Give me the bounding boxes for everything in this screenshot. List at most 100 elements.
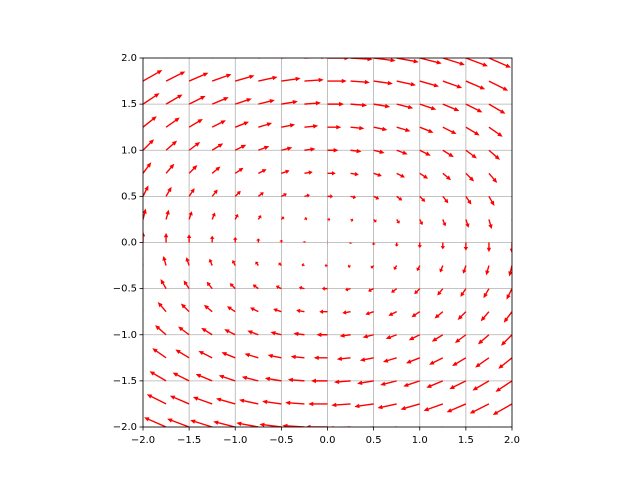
arrow (258, 145, 270, 151)
arrow (169, 395, 190, 405)
arrow (488, 149, 500, 160)
arrow (281, 76, 301, 82)
arrow (239, 398, 259, 405)
arrow (287, 377, 305, 383)
arrow (224, 329, 236, 336)
arrow (188, 118, 203, 128)
arrow (160, 279, 167, 289)
arrow (155, 325, 167, 336)
arrow (195, 373, 213, 382)
arrow (457, 311, 467, 320)
arrow (165, 94, 183, 105)
arrow (235, 74, 255, 82)
arrow (419, 80, 439, 88)
arrow (211, 212, 216, 220)
arrow (327, 101, 344, 107)
y-tick-label: 2.0 (121, 53, 137, 64)
arrow (322, 286, 328, 291)
arrow (281, 169, 290, 174)
arrow (165, 71, 186, 82)
arrow (162, 255, 167, 266)
arrow (406, 357, 421, 364)
arrow (370, 265, 375, 269)
x-tick-label: 1.5 (458, 435, 474, 446)
arrow (157, 302, 167, 313)
arrow (423, 403, 444, 412)
arrow (285, 400, 305, 406)
arrow (293, 331, 305, 337)
arrow (259, 422, 282, 427)
arrow (371, 242, 376, 246)
arrow (198, 350, 213, 359)
arrow (279, 239, 284, 243)
arrow (350, 171, 359, 177)
arrow (419, 172, 428, 179)
arrow (400, 403, 420, 411)
arrow (227, 306, 236, 313)
arrow (362, 334, 374, 339)
arrow (419, 58, 442, 65)
y-tick-label: −1.5 (113, 376, 137, 387)
arrow (357, 380, 374, 385)
arrow (208, 258, 213, 266)
arrow (165, 209, 170, 220)
arrow (442, 80, 463, 89)
arrow (327, 217, 331, 222)
x-tick-label: −0.5 (269, 435, 293, 446)
arrow (350, 148, 362, 154)
arrow (143, 208, 147, 220)
plot-area (143, 58, 512, 427)
arrow (394, 242, 399, 247)
arrow (327, 58, 350, 61)
arrow (165, 186, 172, 197)
arrow (373, 58, 396, 63)
arrow (234, 213, 239, 220)
arrow (273, 308, 282, 313)
arrow (403, 380, 420, 387)
arrow (188, 72, 209, 82)
arrow (143, 139, 154, 151)
arrow (396, 58, 419, 64)
arrow (345, 287, 351, 292)
arrow (465, 58, 488, 67)
arrow (281, 192, 287, 197)
arrow (327, 78, 347, 84)
arrow (331, 402, 351, 408)
arrow (419, 219, 424, 225)
arrow (373, 195, 380, 200)
arrow (488, 126, 503, 137)
arrow (327, 171, 336, 176)
arrow (396, 195, 403, 201)
arrow (275, 285, 282, 290)
arrow (327, 194, 333, 199)
arrow (440, 242, 446, 250)
arrow (258, 75, 278, 82)
y-tick-label: 0.0 (121, 238, 137, 249)
arrow (477, 334, 490, 345)
arrow (472, 380, 490, 391)
arrow (506, 288, 512, 300)
arrow (498, 357, 512, 369)
arrow (298, 285, 305, 291)
arrow (442, 58, 465, 66)
arrow (465, 219, 470, 228)
arrow (488, 172, 498, 183)
arrow (203, 304, 213, 313)
y-tick-label: 1.0 (121, 145, 137, 156)
arrow (475, 357, 490, 368)
arrow (488, 58, 511, 68)
arrow (488, 219, 493, 230)
arrow (262, 399, 282, 405)
arrow (175, 349, 190, 359)
arrow (393, 265, 398, 270)
arrow (143, 185, 149, 197)
arrow (308, 401, 328, 407)
arrow (165, 140, 178, 151)
arrow (234, 167, 244, 174)
arrow (373, 103, 391, 109)
arrow (414, 288, 421, 295)
arrow (483, 288, 490, 299)
arrow (218, 374, 236, 382)
arrow (211, 73, 232, 82)
